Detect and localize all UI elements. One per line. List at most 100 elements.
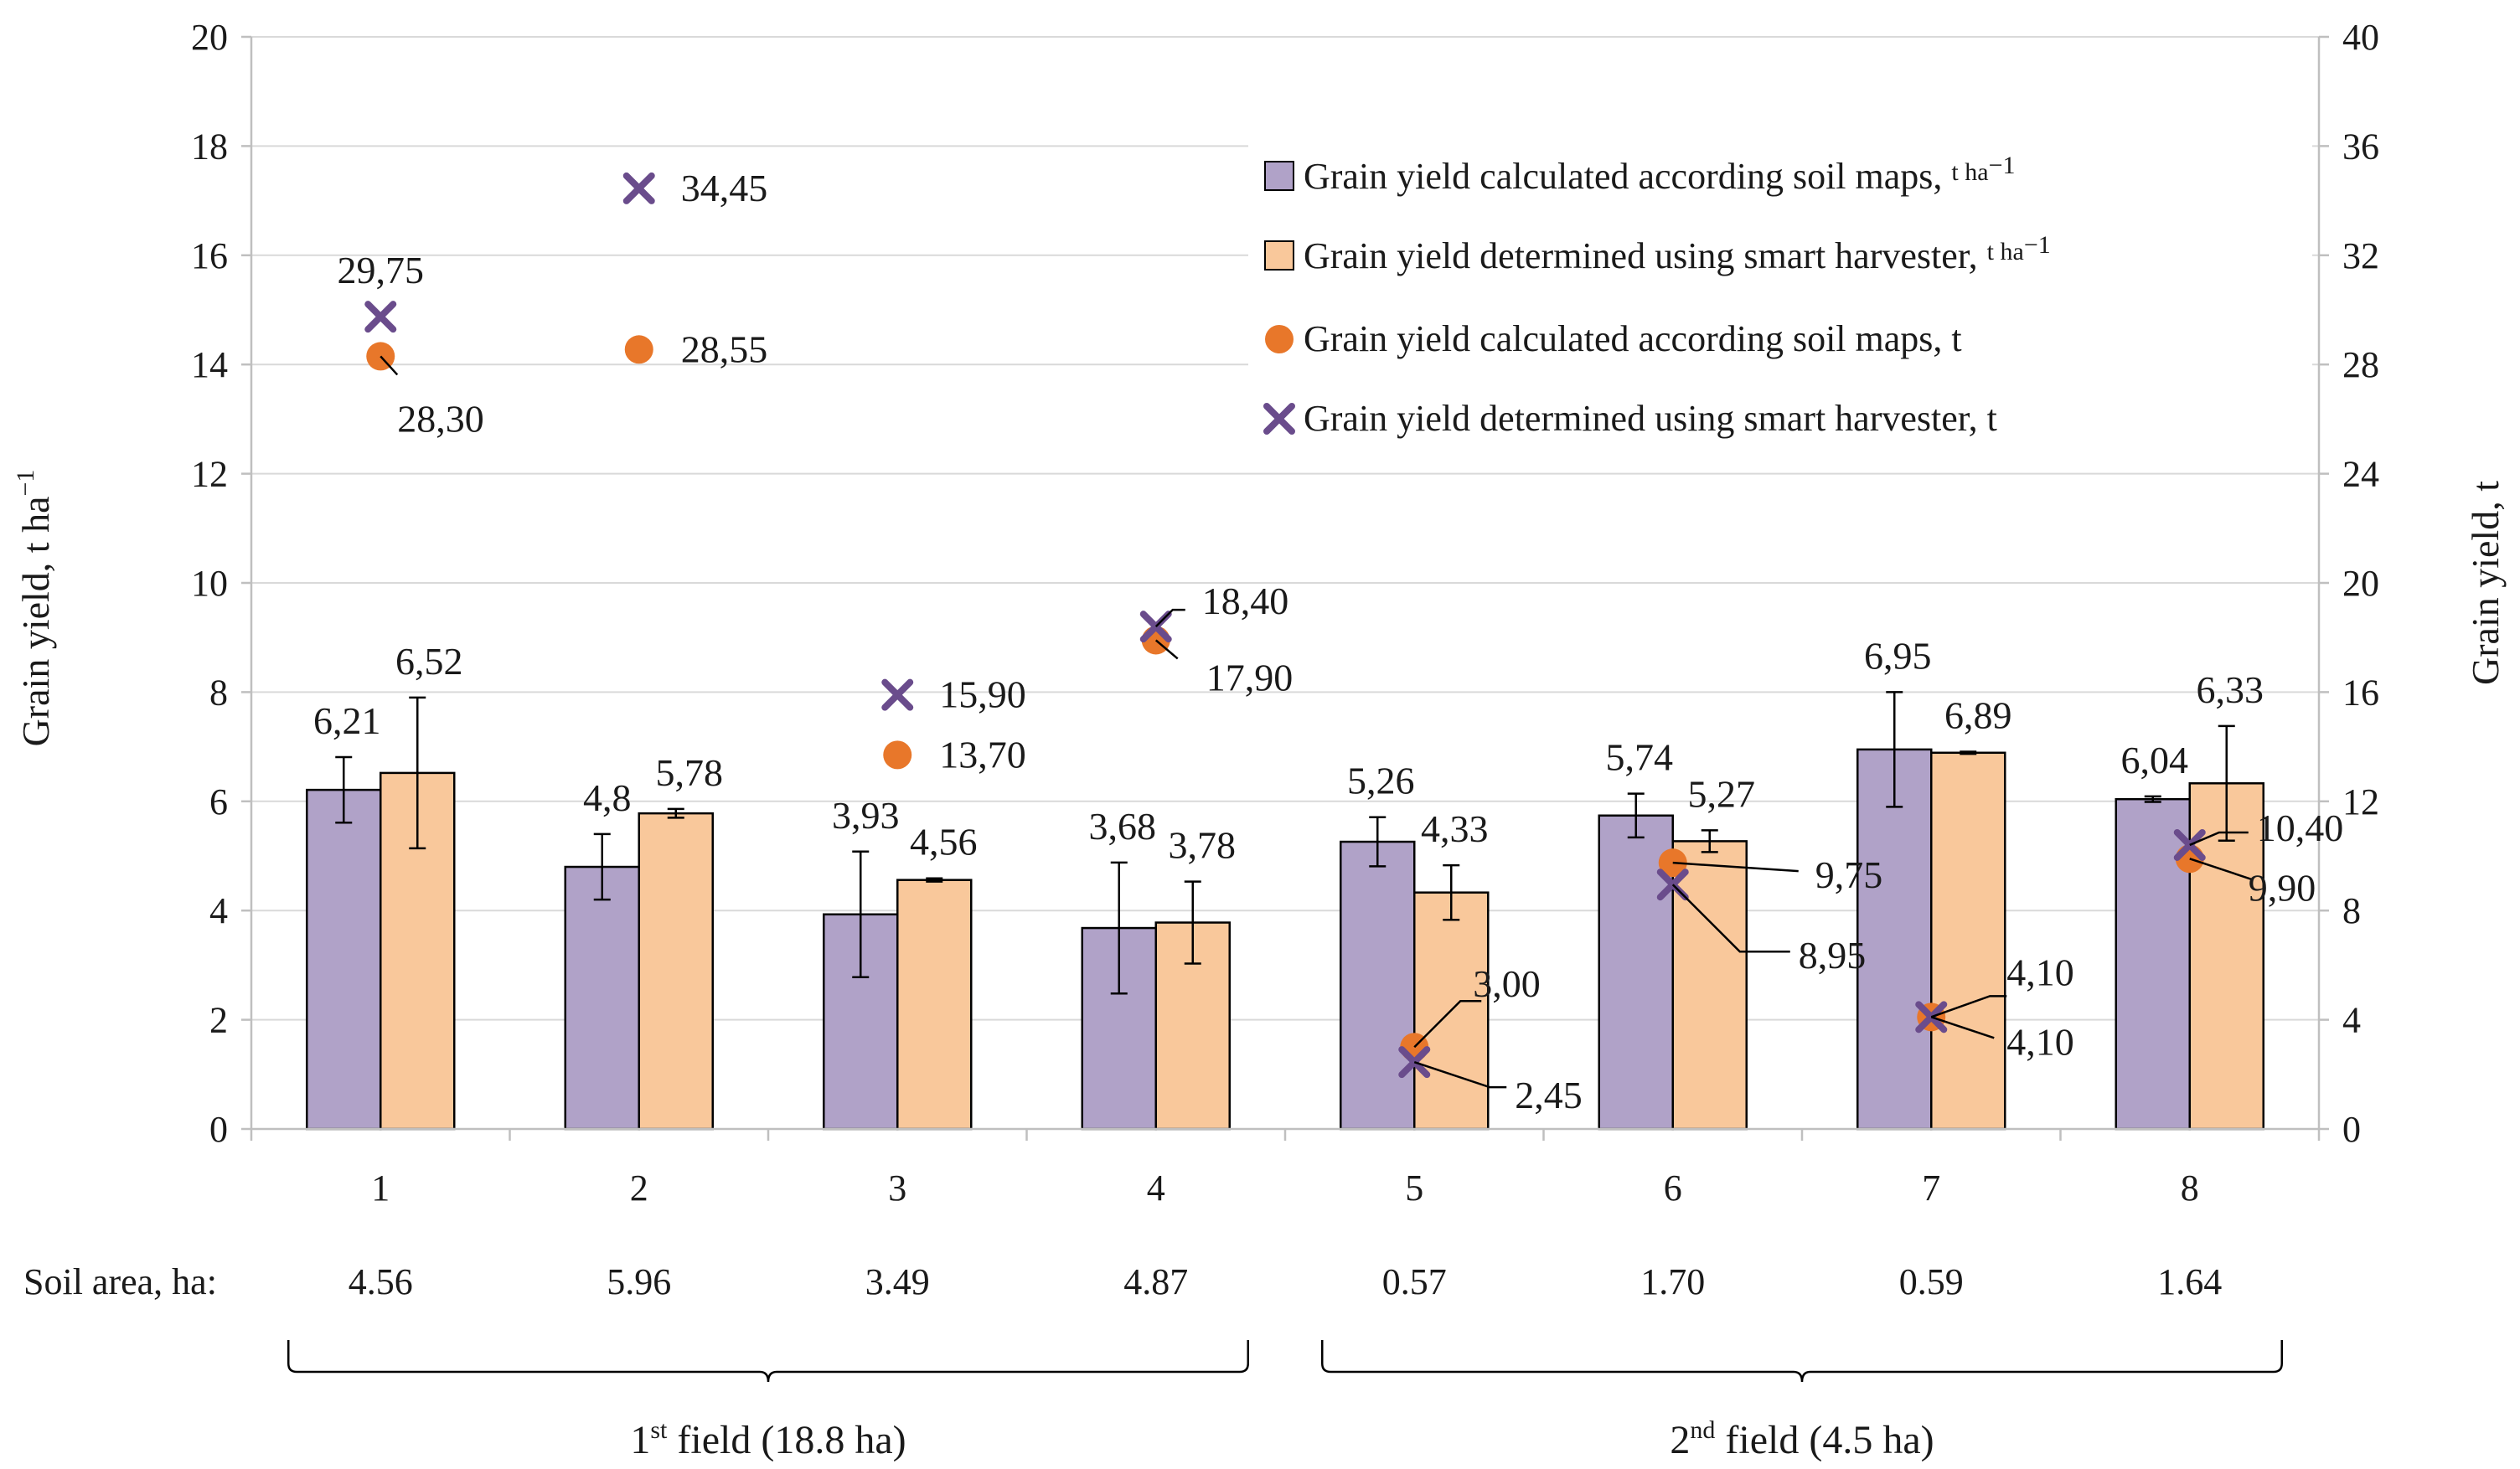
soil-area-value: 4.56 — [349, 1261, 413, 1302]
bar-value-label: 3,78 — [1169, 824, 1237, 867]
x-point-label: 34,45 — [681, 167, 768, 209]
field-label: 1st field (18.8 ha) — [630, 1416, 906, 1462]
bar-value-label: 4,33 — [1421, 807, 1489, 850]
soil-area-value: 3.49 — [865, 1261, 930, 1302]
legend-label: Grain yield calculated according soil ma… — [1304, 318, 1962, 359]
label-leader-line — [1413, 1060, 1507, 1089]
soil-area-value: 4.87 — [1123, 1261, 1188, 1302]
left-tick-label: 12 — [191, 454, 228, 495]
bar-value-label: 5,78 — [656, 751, 724, 794]
left-tick-label: 10 — [191, 563, 228, 604]
x-point — [1263, 403, 1295, 435]
bar — [306, 788, 382, 1131]
label-leader-line — [380, 355, 399, 376]
x-point-label: 2,45 — [1515, 1074, 1583, 1116]
x-point-stroke — [622, 172, 655, 204]
legend-swatch — [1264, 240, 1294, 271]
left-tick-label: 6 — [209, 781, 228, 822]
label-leader-line — [1671, 884, 1790, 953]
soil-area-value: 0.59 — [1899, 1261, 1964, 1302]
label-leader-line — [1930, 1016, 1995, 1039]
circle-point — [883, 740, 912, 770]
circle-point-label: 28,30 — [397, 397, 484, 440]
error-bars — [335, 691, 2235, 995]
label-leader-line — [1930, 995, 2007, 1018]
bar-value-label: 4,8 — [583, 776, 632, 819]
x-tick-label: 3 — [888, 1167, 906, 1209]
right-tick-label: 4 — [2342, 1000, 2361, 1041]
legend-background — [1248, 138, 2312, 456]
bar — [564, 865, 640, 1131]
left-tick-label: 16 — [191, 235, 228, 276]
label-leader-line — [1413, 999, 1482, 1049]
circle-point — [624, 335, 653, 364]
right-tick-label: 28 — [2342, 344, 2379, 385]
x-point-label: 4,10 — [2006, 1020, 2074, 1063]
soil-area-value: 5.96 — [607, 1261, 671, 1302]
circle-point-label: 9,75 — [1815, 853, 1883, 896]
x-tick-label: 5 — [1405, 1167, 1423, 1209]
soil-area-value: 1.70 — [1640, 1261, 1705, 1302]
bar-value-label: 3,93 — [832, 794, 900, 837]
soil-area-and-fields: Soil area, ha: 4.56 5.96 3.49 4.87 0.57 1.70 0.… — [23, 1261, 2283, 1462]
circle-point — [1265, 325, 1294, 353]
x-point-label: 29,75 — [338, 249, 425, 291]
legend: Grain yield calculated according soil ma… — [1248, 138, 2312, 456]
x-point-stroke — [1263, 403, 1295, 435]
x-tick-label: 2 — [630, 1167, 648, 1209]
bar-value-label: 4,56 — [910, 821, 978, 863]
left-tick-label: 2 — [209, 1000, 228, 1041]
circle-point-label: 4,10 — [2006, 951, 2074, 993]
x-point-label: 10,40 — [2257, 807, 2344, 849]
right-tick-label: 24 — [2342, 454, 2379, 495]
x-point-label: 15,90 — [939, 673, 1026, 716]
circle-point-label: 3,00 — [1473, 962, 1541, 1005]
x-tick-label: 6 — [1664, 1167, 1682, 1209]
field-label: 2nd field (4.5 ha) — [1670, 1416, 1934, 1462]
x-point — [622, 172, 655, 204]
x-point-label: 18,40 — [1202, 580, 1289, 622]
legend-label: Grain yield determined using smart harve… — [1304, 398, 1997, 439]
x-point-stroke — [364, 301, 397, 333]
legend-swatch — [1264, 161, 1294, 191]
bar-value-label: 6,33 — [2197, 668, 2264, 711]
bar-value-label: 5,26 — [1347, 760, 1415, 802]
right-tick-label: 32 — [2342, 235, 2379, 276]
bar — [1340, 840, 1416, 1131]
circle-point-label: 13,70 — [939, 733, 1026, 776]
label-leader-line — [2189, 858, 2254, 881]
label-leader-line — [1154, 608, 1185, 628]
right-tick-label: 20 — [2342, 563, 2379, 604]
right-tick-label: 40 — [2342, 17, 2379, 58]
bar-value-label: 6,89 — [1944, 693, 2012, 736]
bar — [896, 879, 973, 1131]
soil-area-title: Soil area, ha: — [23, 1261, 217, 1302]
soil-area-value: 1.64 — [2157, 1261, 2222, 1302]
right-tick-label: 8 — [2342, 890, 2361, 931]
legend-label: Grain yield determined using smart harve… — [1304, 231, 2051, 276]
bar-value-label: 5,74 — [1606, 736, 1674, 779]
label-leader-line — [2189, 831, 2249, 847]
bar — [1856, 748, 1933, 1131]
right-tick-label: 16 — [2342, 672, 2379, 713]
bar-value-label: 6,95 — [1864, 634, 1932, 677]
field-brace — [1321, 1340, 2283, 1383]
right-tick-label: 36 — [2342, 126, 2379, 167]
left-tick-label: 18 — [191, 126, 228, 167]
data-labels: 6,21 4,8 3,93 3,68 5,26 5,74 6,95 6,04 6,52 5,78 4… — [313, 167, 2343, 1116]
legend-label: Grain yield calculated according soil ma… — [1304, 152, 2015, 197]
x-tick-label: 8 — [2181, 1167, 2199, 1209]
x-tick-label: 1 — [371, 1167, 390, 1209]
bar — [638, 812, 714, 1131]
x-point — [364, 301, 397, 333]
left-tick-label: 14 — [191, 344, 228, 385]
bar — [1930, 751, 2006, 1131]
x-tick-label: 4 — [1147, 1167, 1165, 1209]
label-leader-line — [1672, 861, 1799, 873]
circle-point-label: 9,90 — [2249, 866, 2316, 909]
left-tick-label: 4 — [209, 890, 228, 931]
x-point — [881, 678, 914, 711]
bar — [2115, 797, 2191, 1131]
